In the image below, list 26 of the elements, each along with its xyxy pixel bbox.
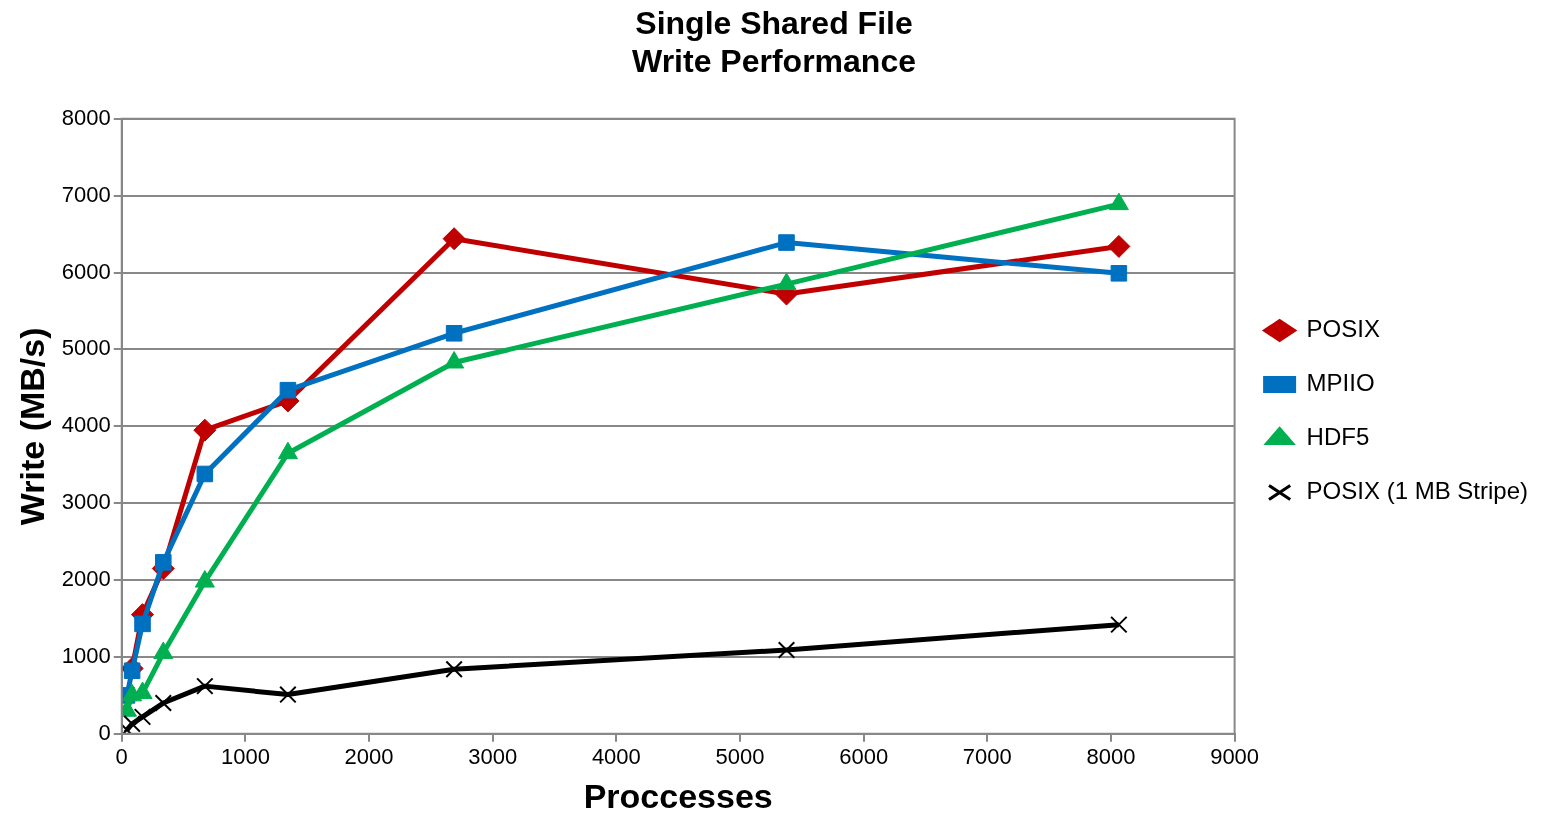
- y-axis-title: Write (MB/s): [12, 327, 51, 526]
- y-tick-label: 6000: [61, 258, 111, 284]
- y-tick-label: 3000: [61, 489, 111, 515]
- x-tick-label: 8000: [1086, 744, 1136, 770]
- x-tick-label: 1000: [220, 744, 270, 770]
- legend-label: POSIX (1 MB Stripe): [1306, 477, 1528, 505]
- x-axis-title: Proccesses: [583, 776, 773, 815]
- y-tick-label: 0: [98, 719, 111, 745]
- chart-title: Single Shared File Write Performance: [632, 5, 916, 80]
- y-tick-label: 5000: [61, 335, 111, 361]
- legend-label: POSIX: [1306, 315, 1380, 343]
- x-tick-label: 3000: [468, 744, 518, 770]
- x-tick-label: 0: [115, 744, 128, 770]
- y-tick-label: 7000: [61, 181, 111, 207]
- legend-label: HDF5: [1306, 423, 1370, 451]
- x-tick-label: 7000: [962, 744, 1012, 770]
- x-tick-label: 5000: [715, 744, 765, 770]
- y-tick-label: 2000: [61, 566, 111, 592]
- y-tick-label: 4000: [61, 412, 111, 438]
- y-tick-label: 8000: [61, 104, 111, 130]
- x-tick-label: 6000: [839, 744, 889, 770]
- legend-label: MPIIO: [1306, 369, 1375, 397]
- x-tick-label: 9000: [1210, 744, 1260, 770]
- x-tick-label: 2000: [344, 744, 394, 770]
- y-tick-label: 1000: [61, 642, 111, 668]
- x-tick-label: 4000: [591, 744, 641, 770]
